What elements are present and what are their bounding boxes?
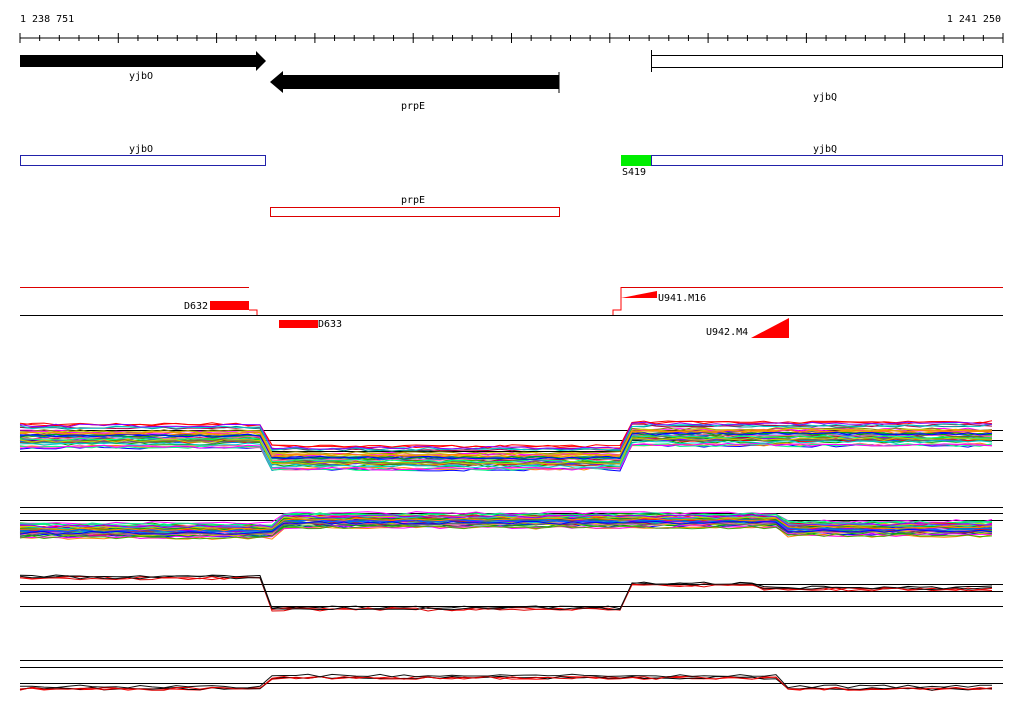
profile-line — [19, 439, 993, 468]
annotation-box — [651, 155, 1003, 166]
annotation-box — [270, 207, 560, 217]
profile-line — [19, 434, 993, 463]
profile-line — [19, 420, 993, 449]
profile-line — [19, 525, 993, 540]
annotation-label: yjbO — [129, 144, 153, 155]
gene-label: yjbO — [129, 71, 153, 82]
annotation-label: yjbQ — [813, 144, 837, 155]
profile-line — [19, 433, 993, 462]
profile-line — [19, 575, 993, 611]
annotation-label: S419 — [622, 167, 646, 178]
profile-line — [19, 576, 993, 612]
profile-line — [19, 675, 993, 691]
feature-bracket — [612, 287, 622, 315]
feature-triangle — [751, 318, 789, 338]
ruler-end: 1 241 250 — [947, 14, 1001, 25]
features: D632 D633 U941.M16 U942.M4 — [20, 287, 1003, 338]
genes: yjbO prpE yjbQ — [20, 50, 1003, 112]
annotation-box — [621, 155, 651, 166]
expression-profiles — [19, 420, 1003, 691]
profile-line — [19, 518, 993, 533]
gene-arrow — [270, 71, 559, 93]
annotation-label: prpE — [401, 195, 425, 206]
feature-label: D632 — [184, 301, 208, 312]
feature-label: U942.M4 — [706, 327, 748, 338]
profile-line — [19, 421, 993, 450]
annotations: yjbO yjbQ S419 prpE — [20, 144, 1003, 217]
profile-line — [19, 673, 993, 689]
profile-line — [19, 514, 993, 529]
profile-line — [19, 575, 993, 611]
gene-label: prpE — [401, 101, 425, 112]
profile-line — [19, 431, 993, 460]
feature-box — [210, 301, 249, 310]
gene-label: yjbQ — [813, 92, 837, 103]
gene-arrow — [20, 51, 266, 71]
profile-line — [19, 675, 993, 691]
gene-box — [651, 55, 1003, 68]
feature-label: U941.M16 — [658, 293, 706, 304]
feature-triangle — [621, 291, 657, 298]
profile-line — [19, 431, 993, 460]
profile-line — [19, 443, 993, 472]
profile-line — [19, 423, 993, 452]
profile-line — [19, 520, 993, 535]
profile-line — [19, 427, 993, 456]
ruler-start: 1 238 751 — [20, 14, 74, 25]
profile-line — [19, 440, 993, 469]
profile-line — [19, 442, 993, 471]
feature-bracket — [249, 309, 258, 315]
profile-line — [19, 429, 993, 458]
annotation-box — [20, 155, 266, 166]
feature-box — [279, 320, 318, 328]
profile-line — [19, 437, 993, 466]
ruler: 1 238 751 1 241 250 — [19, 14, 1004, 43]
profile-line — [19, 521, 993, 536]
feature-label: D633 — [318, 319, 342, 330]
profile-line — [19, 517, 993, 532]
